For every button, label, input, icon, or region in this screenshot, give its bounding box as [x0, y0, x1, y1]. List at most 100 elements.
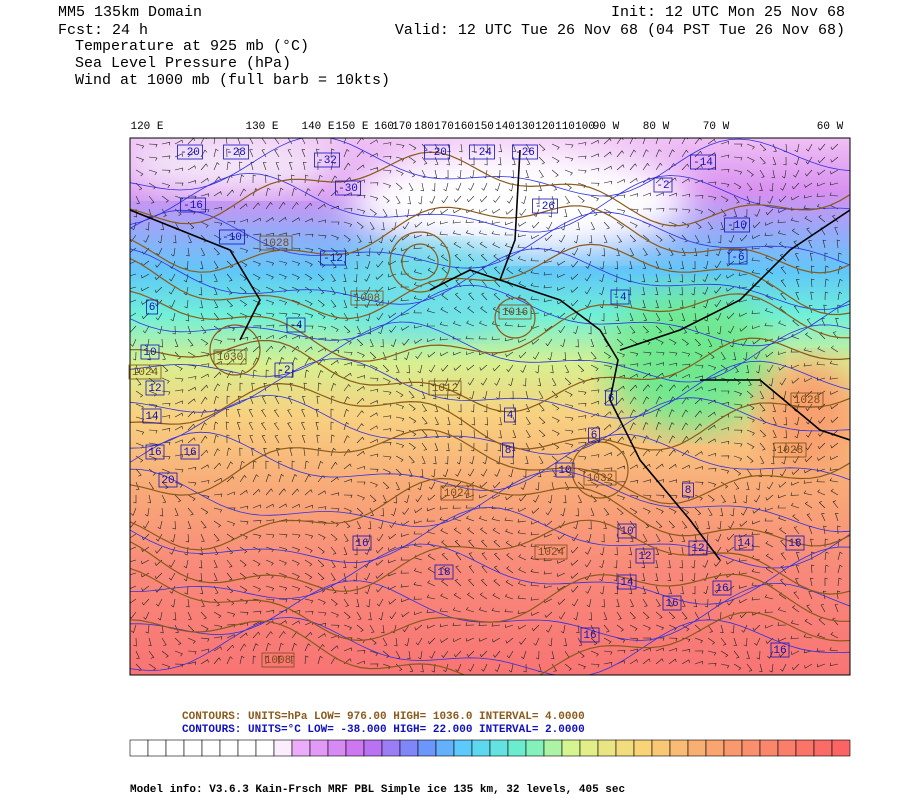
contour-label: 1016 — [502, 307, 528, 319]
color-bar-cell — [705, 739, 725, 757]
longitude-label: 110 — [555, 121, 575, 133]
contour-label: 18 — [437, 567, 450, 579]
contour-label-box — [314, 152, 340, 168]
contour-label: 1024 — [444, 488, 471, 500]
contour-label: 12 — [148, 383, 161, 395]
color-bar-cell — [561, 739, 581, 757]
contour-label-box — [274, 362, 294, 378]
color-bar-cell — [633, 739, 653, 757]
longitude-label: 130 E — [245, 121, 278, 133]
contour-label-box — [335, 180, 361, 196]
contour-label: -26 — [535, 201, 555, 213]
field-legend: Temperature at 925 mb (°C) — [75, 38, 309, 55]
color-bar-cell — [237, 739, 257, 757]
pressure-contour — [130, 290, 850, 362]
color-bar-cell — [165, 739, 185, 757]
color-bar-cell — [795, 739, 815, 757]
contour-label-box — [724, 217, 750, 233]
longitude-label: 150 — [474, 121, 494, 133]
contour-label: -24 — [472, 147, 492, 159]
contour-label-box — [785, 535, 805, 551]
color-bar-cell — [507, 739, 527, 757]
contour-label: 1008 — [354, 293, 380, 305]
contour-label: 1008 — [265, 655, 291, 667]
contour-label-box — [653, 177, 673, 193]
contour-label-box — [286, 317, 306, 333]
contour-label: 12 — [691, 543, 704, 555]
contour-label-box — [617, 574, 637, 590]
contour-label: 16 — [355, 538, 368, 550]
pressure-contour — [130, 382, 850, 451]
field-legend: Wind at 1000 mb (full barb = 10kts) — [75, 72, 390, 89]
pressure-contour — [130, 567, 850, 642]
pressure-contour — [494, 297, 536, 339]
pressure-contour — [389, 231, 451, 293]
pressure-contour — [130, 519, 850, 595]
longitude-label: 70 W — [703, 121, 730, 133]
contour-label: 16 — [715, 583, 728, 595]
contour-label: 6 — [608, 393, 615, 405]
contour-label: -6 — [731, 252, 744, 264]
color-bar-cell — [291, 739, 311, 757]
temperature-contour — [130, 172, 850, 233]
color-bar-cell — [651, 739, 671, 757]
color-bar-cell — [183, 739, 203, 757]
contour-label: 16 — [183, 447, 196, 459]
temperature-contour — [130, 321, 850, 383]
contour-label: -20 — [180, 147, 200, 159]
contour-label-box — [610, 289, 630, 305]
contour-label-box — [770, 642, 790, 658]
color-bar-cell — [201, 739, 221, 757]
contour-label: -2 — [277, 365, 290, 377]
contour-label-box — [712, 580, 732, 596]
color-bar-cell — [381, 739, 401, 757]
contour-label: 1028 — [794, 395, 820, 407]
color-bar-cell — [363, 739, 383, 757]
contour-label-box — [555, 462, 575, 478]
contour-label-box — [790, 392, 824, 408]
contour-label-box — [145, 444, 165, 460]
color-bar-cell — [417, 739, 437, 757]
color-bar-cell — [615, 739, 635, 757]
longitude-label: 60 W — [817, 121, 844, 133]
temperature-contour — [130, 394, 850, 455]
pressure-contour — [130, 337, 850, 413]
contour-label-box — [502, 442, 514, 458]
contour-label: 10 — [143, 347, 156, 359]
color-bar-cell — [579, 739, 599, 757]
longitude-label: 120 — [535, 121, 555, 133]
longitude-label: 90 W — [593, 121, 620, 133]
color-bar-cell — [255, 739, 275, 757]
contour-label: 1028 — [777, 445, 803, 457]
pressure-contour — [130, 429, 850, 505]
contour-label-box — [728, 249, 748, 265]
color-bar-cell — [759, 739, 779, 757]
temperature-contour — [130, 506, 850, 569]
temperature-contour — [130, 248, 850, 311]
contour-label-box — [177, 144, 203, 160]
contour-label: 16 — [583, 630, 596, 642]
contour-label-box — [158, 472, 178, 488]
color-bar-cell — [723, 739, 743, 757]
contour-label: -26 — [515, 147, 535, 159]
contour-label-box — [734, 535, 754, 551]
contour-label-box — [580, 627, 600, 643]
color-bar-cell — [435, 739, 455, 757]
contour-label-box — [773, 442, 807, 458]
contour-label: 20 — [161, 475, 174, 487]
contour-label: 1030 — [217, 352, 243, 364]
contour-label-box — [213, 349, 247, 365]
contour-label-box — [583, 470, 617, 486]
contour-label: 4 — [507, 410, 514, 422]
color-bar-cell — [543, 739, 563, 757]
contour-label: 16 — [148, 447, 161, 459]
longitude-label: 120 E — [130, 121, 163, 133]
contour-label-box — [146, 299, 158, 315]
pressure-contour — [130, 611, 850, 675]
contour-label-box — [180, 197, 206, 213]
contour-label-box — [512, 144, 538, 160]
contour-label-box — [219, 229, 245, 245]
longitude-label: 140 E — [301, 121, 334, 133]
contour-label: 1028 — [263, 238, 289, 250]
